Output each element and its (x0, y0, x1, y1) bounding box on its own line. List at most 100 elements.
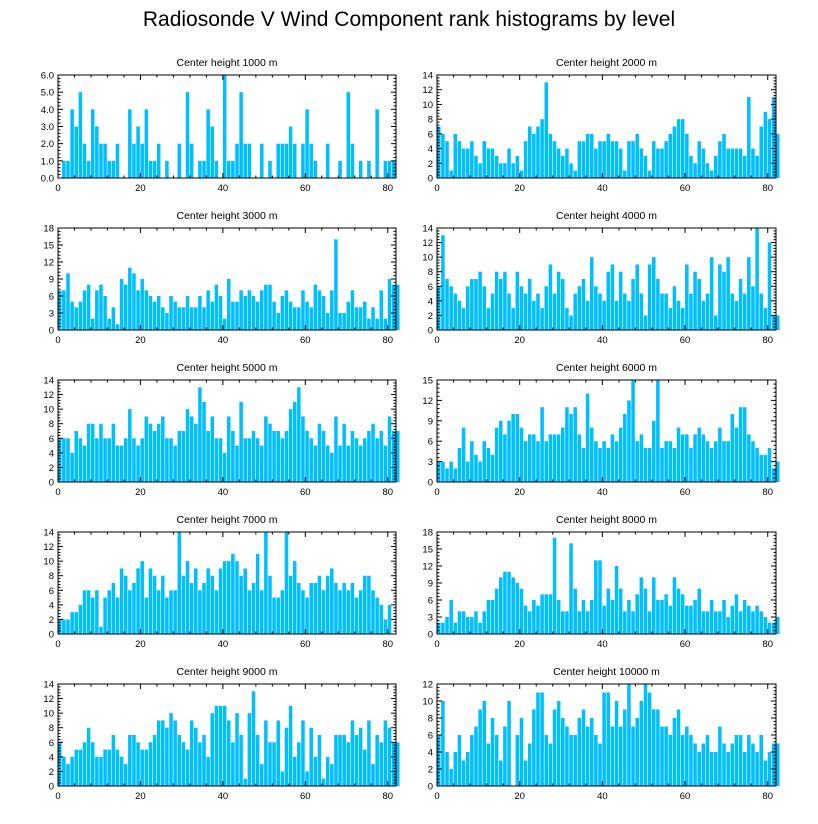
bar (734, 300, 739, 330)
bar (198, 742, 202, 786)
bar (66, 619, 70, 634)
bar (461, 427, 466, 482)
x-tick-label: 0 (55, 335, 60, 346)
bar (445, 468, 449, 482)
bar (177, 735, 182, 786)
bar (123, 764, 128, 786)
bar (66, 438, 70, 482)
bar (718, 726, 722, 786)
bar (461, 760, 466, 786)
x-tick-label: 0 (55, 183, 60, 194)
bar (437, 622, 441, 634)
y-tick-label: 14 (43, 376, 54, 387)
y-tick-label: 18 (422, 528, 433, 539)
bar (264, 416, 268, 482)
bar (169, 713, 173, 786)
bar (569, 543, 573, 634)
panel-title: Center height 6000 m (556, 362, 657, 374)
bar (301, 416, 305, 482)
bar (123, 438, 128, 482)
bar (358, 445, 363, 482)
bar (482, 701, 487, 786)
bar (367, 720, 371, 786)
bar (288, 705, 293, 786)
bar (548, 434, 553, 482)
bar (697, 279, 701, 330)
panel-9: Center height 9000 m 0 2 4 6 8 10 12 14 0 20 40 60 80 (43, 666, 400, 802)
bar (243, 143, 248, 178)
bar (689, 735, 693, 786)
bar (614, 441, 619, 482)
bar (689, 155, 693, 178)
x-tick-label: 0 (55, 791, 60, 802)
y-tick-label: 12 (43, 258, 54, 269)
bar (639, 293, 644, 330)
bar (272, 431, 276, 482)
bar (672, 718, 677, 786)
bar (565, 148, 569, 178)
bar (618, 726, 623, 786)
bar (391, 160, 396, 178)
panel-title: Center height 2000 m (556, 57, 657, 69)
bar (185, 296, 190, 330)
bar (606, 133, 611, 178)
x-tick-label: 20 (135, 639, 146, 650)
bar (95, 756, 99, 786)
bar (288, 301, 293, 330)
x-tick-label: 80 (382, 335, 393, 346)
y-tick-label: 0 (49, 478, 54, 489)
bar (755, 448, 759, 482)
bar (74, 126, 79, 178)
bar (115, 324, 120, 330)
bar (478, 461, 482, 482)
bar (594, 560, 598, 634)
bar (82, 143, 87, 178)
bar (552, 709, 557, 786)
bar (358, 727, 363, 786)
bar (363, 749, 367, 786)
bar (288, 126, 293, 178)
bar (292, 756, 297, 786)
bar (231, 301, 235, 330)
bar (718, 611, 722, 634)
x-tick-label: 40 (597, 639, 608, 650)
bar (128, 590, 132, 634)
bar (140, 561, 144, 634)
bar (494, 155, 499, 178)
bar (231, 431, 235, 482)
bar (693, 434, 697, 482)
bar (556, 600, 561, 634)
bar (647, 611, 652, 634)
bar (536, 605, 540, 634)
bar (668, 308, 673, 330)
bar (330, 764, 334, 786)
bar (103, 143, 107, 178)
bar (705, 293, 710, 330)
x-tick-label: 60 (680, 791, 691, 802)
x-tick-label: 40 (218, 335, 229, 346)
bar (709, 448, 714, 482)
bar (552, 141, 557, 178)
bar (346, 301, 351, 330)
bar (227, 160, 231, 178)
bar (317, 735, 322, 786)
bar (156, 143, 161, 178)
bar (602, 692, 606, 786)
bar (747, 97, 751, 178)
bar (280, 438, 285, 482)
bar (115, 749, 120, 786)
y-tick-label: 10 (422, 253, 433, 264)
bar (338, 590, 342, 634)
bar (738, 279, 743, 330)
bar (363, 575, 367, 634)
bar (742, 155, 747, 178)
bar (680, 735, 685, 786)
bar (227, 561, 231, 634)
bar (623, 709, 627, 786)
bar (461, 308, 466, 330)
bar (540, 119, 544, 178)
y-tick-label: 0 (49, 326, 54, 337)
x-tick-label: 40 (597, 791, 608, 802)
bar (218, 705, 223, 786)
